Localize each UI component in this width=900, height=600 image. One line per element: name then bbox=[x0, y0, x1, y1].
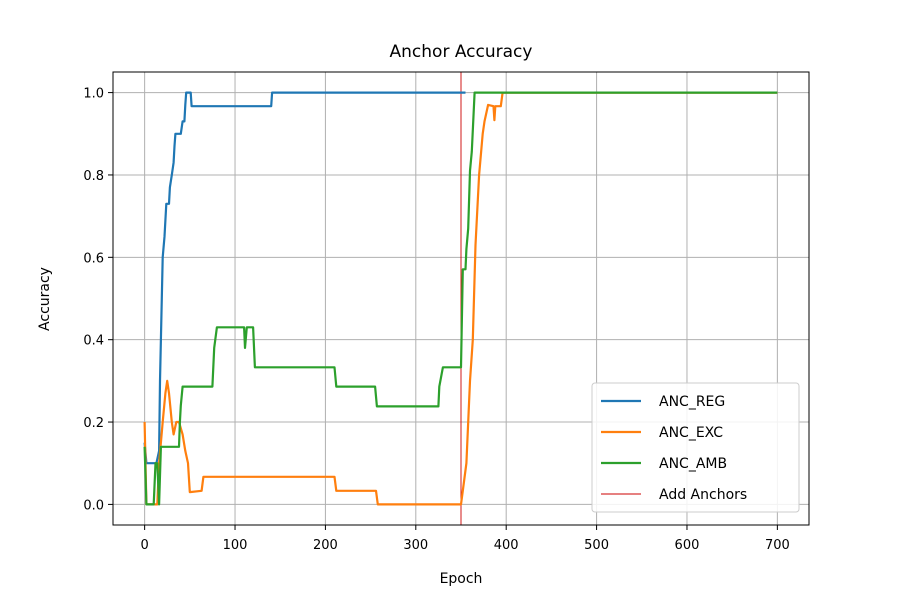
series-line-anc-amb bbox=[143, 91, 778, 506]
y-tick-label: 0.8 bbox=[83, 169, 104, 184]
legend: ANC_REG ANC_EXC ANC_AMB Add Anchors bbox=[591, 382, 800, 513]
x-tick-label: 500 bbox=[584, 538, 609, 553]
x-tick-label: 100 bbox=[223, 538, 248, 553]
series-line-anc-reg bbox=[143, 91, 466, 465]
legend-box bbox=[591, 382, 800, 513]
y-tick-label: 0.0 bbox=[83, 498, 104, 513]
legend-label-add-anchors: Add Anchors bbox=[659, 487, 747, 503]
y-tick-label: 0.2 bbox=[83, 416, 104, 431]
legend-label-anc-amb: ANC_AMB bbox=[659, 456, 727, 472]
x-axis-label: Epoch bbox=[440, 571, 483, 587]
x-tick-label: 400 bbox=[494, 538, 519, 553]
y-axis-ticks: 0.0 0.2 0.4 0.6 0.8 1.0 bbox=[83, 87, 113, 513]
y-tick-label: 1.0 bbox=[83, 87, 104, 102]
series-lines bbox=[143, 91, 778, 506]
y-tick-label: 0.6 bbox=[83, 251, 104, 266]
x-tick-label: 300 bbox=[403, 538, 428, 553]
x-tick-label: 0 bbox=[140, 538, 148, 553]
y-axis-label: Accuracy bbox=[37, 267, 53, 331]
x-tick-label: 700 bbox=[765, 538, 790, 553]
axes-frame bbox=[112, 71, 810, 526]
chart-title: Anchor Accuracy bbox=[390, 42, 533, 62]
y-tick-label: 0.4 bbox=[83, 334, 104, 349]
legend-label-anc-exc: ANC_EXC bbox=[659, 425, 723, 441]
plot-area bbox=[143, 72, 778, 525]
series-line-anc-exc bbox=[143, 91, 778, 506]
legend-label-anc-reg: ANC_REG bbox=[659, 394, 725, 410]
x-axis-ticks: 0 100 200 300 400 500 600 700 bbox=[140, 525, 790, 553]
x-tick-label: 200 bbox=[313, 538, 338, 553]
x-tick-label: 600 bbox=[675, 538, 700, 553]
